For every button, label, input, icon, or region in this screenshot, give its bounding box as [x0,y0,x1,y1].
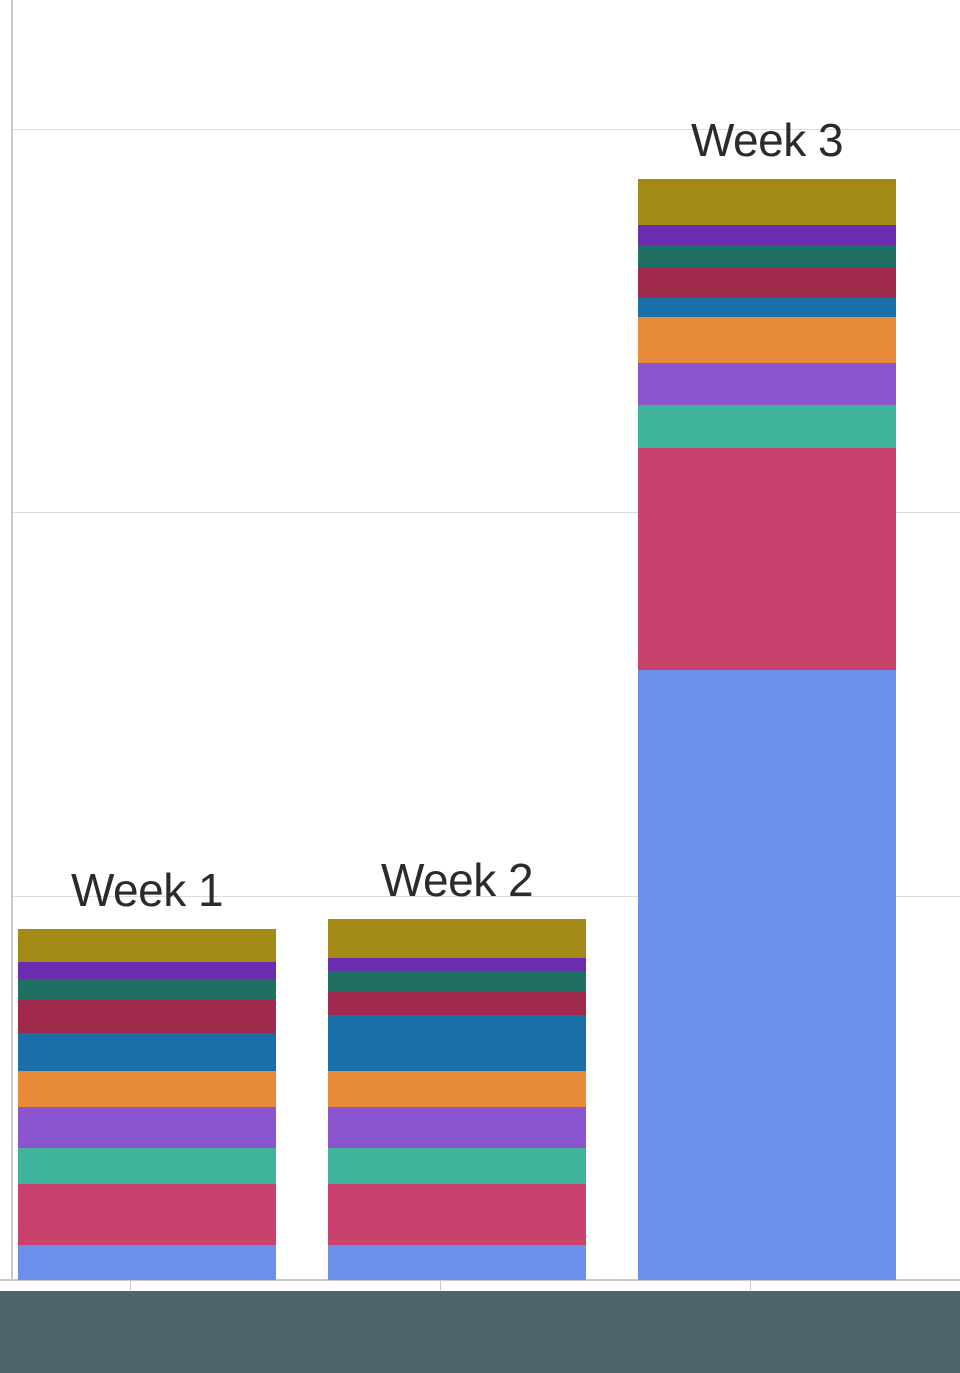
bar-label: Week 1 [18,863,276,917]
bar-segment [638,363,896,405]
bar-segment [638,246,896,267]
bar-segment [328,1148,586,1184]
bar-segment [328,1071,586,1107]
bar-segment [18,1033,276,1071]
bar-segment [638,317,896,363]
bar-label: Week 3 [638,113,896,167]
bar-segment [328,1245,586,1280]
bar-segment [638,405,896,447]
bar-segment [328,1015,586,1071]
bar-column: Week 3 [638,179,896,1280]
stacked-bar-chart: Week 1Week 2Week 3 [0,0,960,1373]
bar-segment [638,448,896,671]
bar-segment [638,670,896,1280]
bar-segment [638,179,896,225]
bar-segment [328,1184,586,1245]
bar-segment [18,1107,276,1147]
bar-segment [18,962,276,979]
bar-segment [638,298,896,317]
bar-segment [18,1000,276,1033]
bar-segment [328,1107,586,1147]
y-axis-line [11,0,13,1280]
x-tick [130,1280,131,1290]
bar-segment [18,929,276,962]
bar-segment [328,971,586,992]
bar-segment [638,225,896,246]
bar-column: Week 1 [18,929,276,1280]
bar-segment [328,958,586,971]
x-tick [750,1280,751,1290]
bar-segment [328,992,586,1015]
bar-segment [18,1071,276,1107]
bar-segment [328,919,586,957]
bar-segment [18,1148,276,1184]
bar-label: Week 2 [328,853,586,907]
bar-column: Week 2 [328,919,586,1280]
footer-band [0,1291,960,1373]
bar-segment [18,1245,276,1280]
bar-segment [638,267,896,298]
bar-segment [18,1184,276,1245]
bar-segment [18,979,276,1000]
x-tick [440,1280,441,1290]
